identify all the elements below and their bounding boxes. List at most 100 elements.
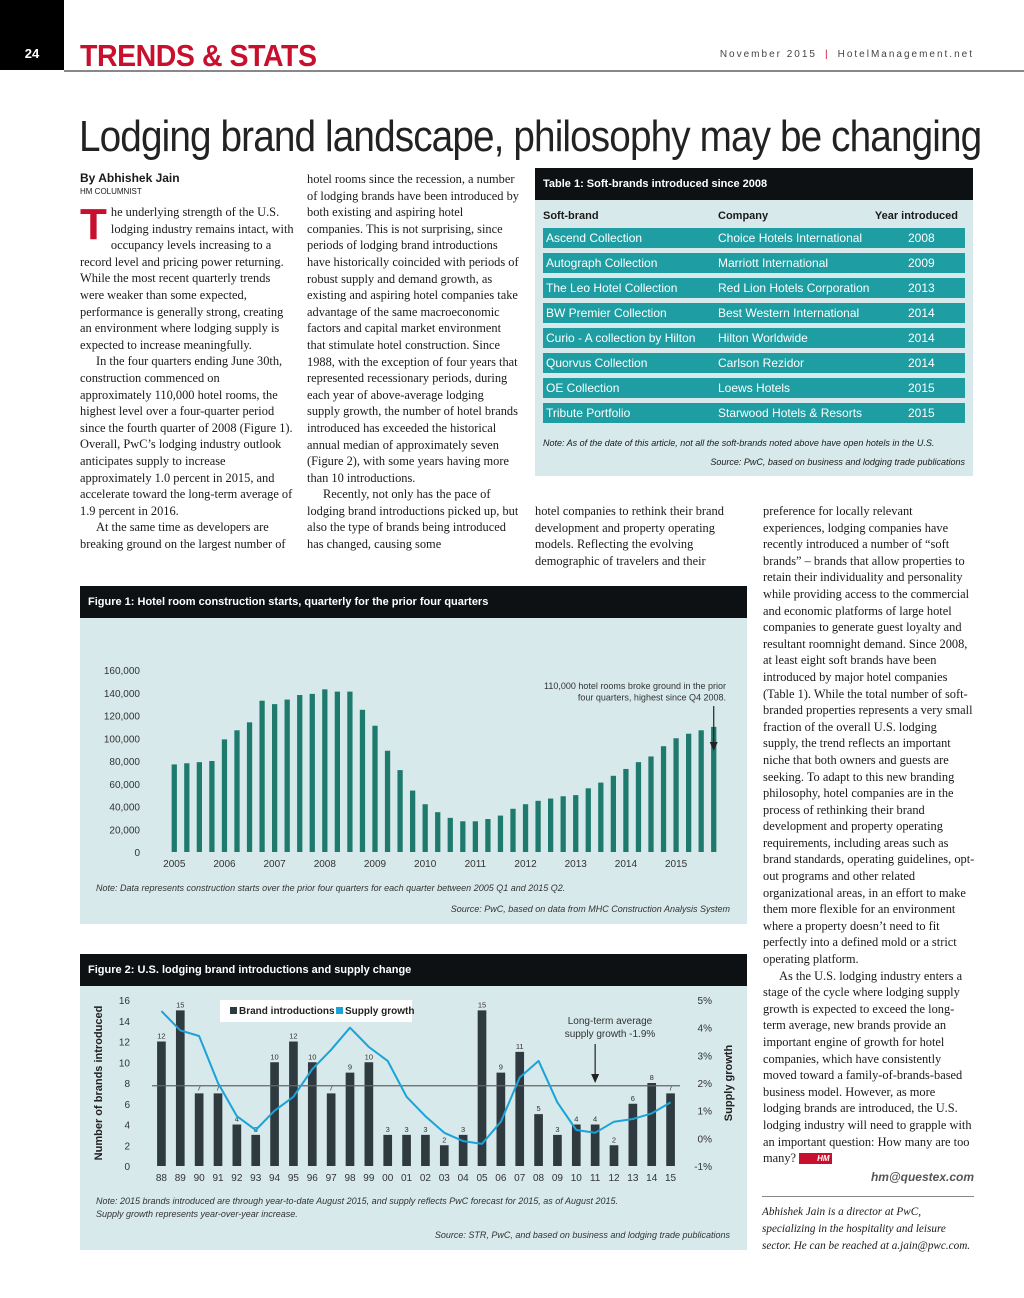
bar bbox=[635, 762, 642, 852]
bar-data-label: 15 bbox=[478, 1000, 486, 1009]
bar bbox=[326, 1093, 336, 1166]
cell-soft-brand: The Leo Hotel Collection bbox=[546, 281, 678, 295]
y-tick-label: 160,000 bbox=[104, 666, 141, 677]
bar-data-label: 10 bbox=[365, 1052, 373, 1061]
y-tick-label: 60,000 bbox=[109, 780, 140, 791]
bar bbox=[307, 1062, 317, 1166]
bar bbox=[522, 804, 529, 852]
bar bbox=[571, 1124, 581, 1166]
article-column-2: hotel rooms since the recession, a numbe… bbox=[307, 171, 519, 553]
bar bbox=[698, 730, 704, 852]
bar bbox=[673, 738, 679, 852]
y2-tick-label: 5% bbox=[698, 996, 713, 1007]
table-note: Note: As of the date of this article, no… bbox=[543, 438, 935, 448]
bio-rule bbox=[762, 1196, 974, 1197]
y-tick-label: 2 bbox=[124, 1141, 130, 1152]
cell-company: Choice Hotels International bbox=[718, 231, 863, 245]
x-tick-label: 92 bbox=[231, 1173, 243, 1184]
bar bbox=[585, 788, 591, 852]
y-tick-label: 6 bbox=[124, 1100, 130, 1111]
figure-2-title: Figure 2: U.S. lodging brand introductio… bbox=[80, 954, 747, 986]
table-row: Tribute Portfolio Starwood Hotels & Resor… bbox=[543, 403, 965, 423]
cell-company: Loews Hotels bbox=[718, 381, 791, 395]
site-name[interactable]: HotelManagement.net bbox=[837, 49, 974, 60]
bar-data-label: 7 bbox=[197, 1083, 201, 1092]
bar bbox=[510, 808, 516, 852]
x-tick-label: 2006 bbox=[213, 859, 236, 870]
paragraph-6: hotel companies to rethink their brand d… bbox=[535, 504, 724, 568]
bar bbox=[175, 1010, 185, 1166]
reference-label-1: Long-term average bbox=[568, 1016, 653, 1027]
cell-soft-brand: OE Collection bbox=[546, 381, 620, 395]
x-tick-label: 2010 bbox=[414, 859, 437, 870]
bar bbox=[686, 733, 692, 852]
x-tick-label: 2005 bbox=[163, 859, 186, 870]
annotation-arrowhead bbox=[709, 742, 718, 751]
bar bbox=[322, 689, 328, 852]
reference-label-2: supply growth -1.9% bbox=[565, 1029, 656, 1040]
y2-tick-label: 0% bbox=[698, 1134, 713, 1145]
bar-data-label: 9 bbox=[499, 1063, 503, 1072]
cell-company: Red Lion Hotels Corporation bbox=[718, 281, 870, 295]
y2-tick-label: 2% bbox=[698, 1079, 713, 1090]
y-tick-label: 10 bbox=[119, 1058, 131, 1069]
bar bbox=[660, 746, 667, 852]
bar-data-label: 10 bbox=[270, 1052, 278, 1061]
bar bbox=[628, 1103, 638, 1166]
article-column-4: preference for locally relevant experien… bbox=[763, 503, 975, 1167]
end-mark: HM bbox=[799, 1153, 832, 1165]
bar-data-label: 4 bbox=[235, 1115, 239, 1124]
y-tick-label: 0 bbox=[134, 848, 140, 859]
y-tick-label: 120,000 bbox=[104, 712, 141, 723]
bar bbox=[560, 796, 566, 852]
bar bbox=[647, 1083, 657, 1166]
paragraph-8: As the U.S. lodging industry enters a st… bbox=[763, 968, 975, 1167]
table-row: BW Premier Collection Best Western Intern… bbox=[543, 303, 965, 323]
figure-2-chart: 16 14 12 10 8 6 4 2 0 5% 4% 3% 2% 1% 0% -1% Number of br… bbox=[93, 996, 735, 1240]
bar bbox=[410, 790, 416, 852]
bar bbox=[435, 812, 441, 852]
bar-data-label: 2 bbox=[442, 1135, 446, 1144]
y2-tick-label: 1% bbox=[698, 1107, 713, 1118]
issue-date: November 2015 bbox=[719, 49, 817, 60]
bar bbox=[397, 770, 403, 852]
bar-data-label: 4 bbox=[593, 1115, 597, 1124]
bar-data-label: 3 bbox=[461, 1125, 465, 1134]
bar bbox=[213, 1093, 223, 1166]
x-tick-label: 97 bbox=[326, 1173, 338, 1184]
table-row: Ascend Collection Choice Hotels Internati… bbox=[543, 228, 965, 248]
bar bbox=[472, 821, 478, 852]
x-tick-label: 06 bbox=[495, 1173, 507, 1184]
cell-soft-brand: Tribute Portfolio bbox=[546, 406, 631, 420]
x-tick-label: 08 bbox=[533, 1173, 545, 1184]
bar bbox=[458, 1134, 468, 1166]
cell-company: Best Western International bbox=[718, 306, 860, 320]
bar bbox=[171, 764, 177, 852]
col-header-year: Year introduced bbox=[874, 210, 958, 222]
bar-data-label: 7 bbox=[668, 1083, 672, 1092]
bar-data-label: 11 bbox=[516, 1042, 524, 1051]
cell-soft-brand: Quorvus Collection bbox=[546, 356, 648, 370]
bar bbox=[711, 726, 717, 852]
cell-soft-brand: Autograph Collection bbox=[546, 256, 658, 270]
x-tick-label: 94 bbox=[269, 1173, 281, 1184]
reference-arrowhead bbox=[591, 1074, 600, 1083]
x-tick-label: 2008 bbox=[314, 859, 337, 870]
bar bbox=[590, 1124, 600, 1166]
table-header-row: Soft-brand Company Year introduced bbox=[535, 200, 973, 230]
cell-year: 2014 bbox=[908, 356, 935, 370]
cell-year: 2013 bbox=[908, 281, 935, 295]
x-tick-label: 88 bbox=[156, 1173, 168, 1184]
figure-note-2: Supply growth represents year-over-year … bbox=[96, 1209, 298, 1219]
bar bbox=[384, 750, 391, 852]
x-tick-label: 01 bbox=[401, 1173, 413, 1184]
bar-data-label: 10 bbox=[308, 1052, 316, 1061]
email-link[interactable]: hm@questex.com bbox=[870, 1170, 974, 1184]
cell-year: 2015 bbox=[908, 381, 935, 395]
bar bbox=[623, 768, 629, 852]
bar bbox=[289, 1041, 298, 1166]
bar-data-label: 2 bbox=[612, 1135, 616, 1144]
x-tick-label: 07 bbox=[514, 1173, 526, 1184]
x-tick-label: 2012 bbox=[514, 859, 537, 870]
